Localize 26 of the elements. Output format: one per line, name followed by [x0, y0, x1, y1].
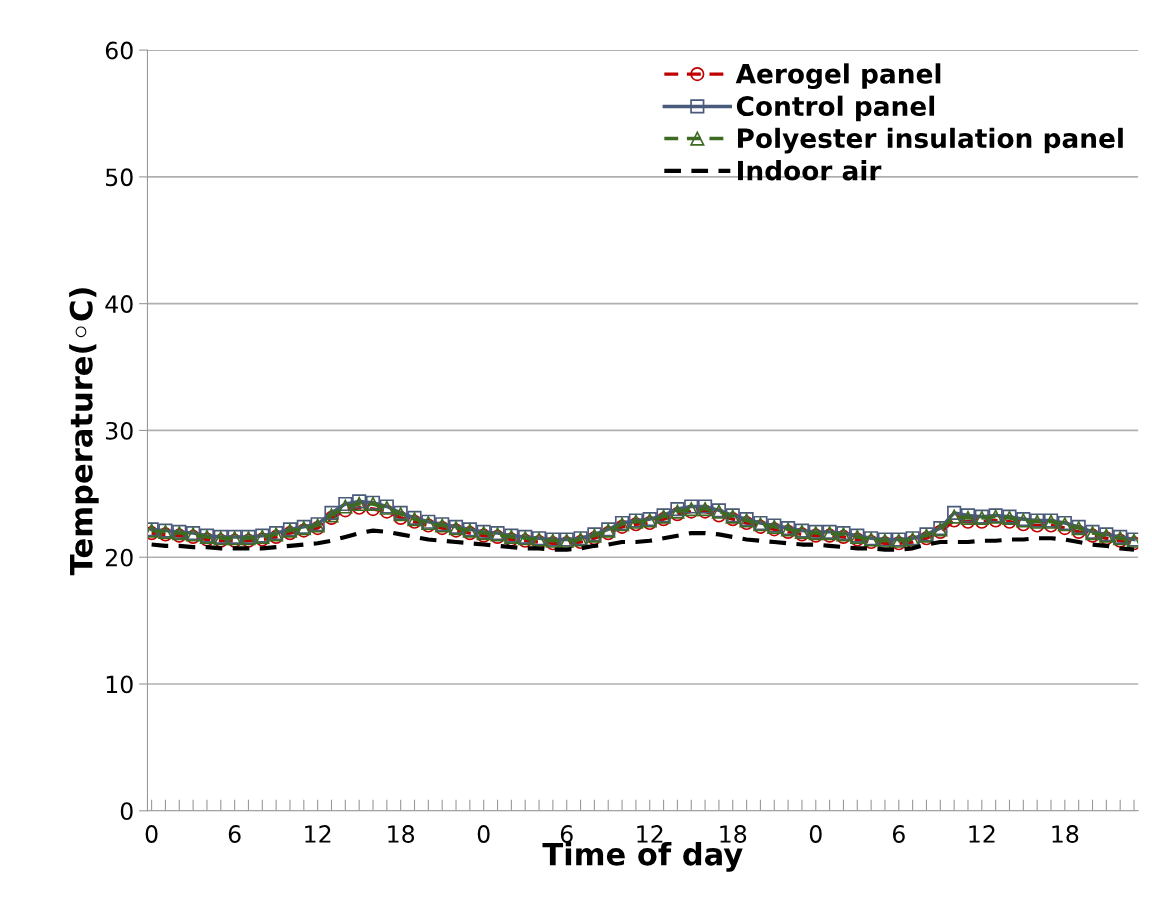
x-tick-label: 0 [145, 825, 158, 843]
y-tick-label: 30 [106, 421, 133, 440]
x-tick-label: 18 [1052, 825, 1079, 843]
x-tick-label: 18 [388, 825, 415, 843]
x-tick-label: 18 [720, 825, 747, 843]
legend-label: Indoor air [738, 160, 882, 181]
y-tick-label: 40 [105, 295, 133, 313]
legend-label: Control panel [736, 95, 935, 122]
x-tick-label: 12 [305, 825, 331, 843]
x-tick-label: 6 [560, 825, 573, 843]
x-tick-label: 0 [809, 825, 822, 843]
y-tick-label: 0 [120, 802, 133, 821]
y-axis-title: Temperature(◦C) [69, 288, 99, 576]
x-tick-label: 12 [637, 825, 663, 843]
x-axis-title: Time of day [542, 841, 743, 872]
x-tick-label: 6 [228, 825, 241, 843]
line-series [149, 528, 1137, 552]
y-tick-label: 50 [106, 168, 133, 187]
x-tick-label: 6 [892, 825, 905, 843]
legend-label: Polyester insulation panel [738, 127, 1123, 154]
legend-label: Aerogel panel [735, 63, 941, 90]
x-tick-label: 12 [969, 825, 995, 843]
x-tick-label: 0 [477, 825, 490, 843]
y-tick-label: 20 [105, 548, 133, 567]
y-tick-label: 10 [106, 675, 133, 694]
y-tick-label: 60 [105, 41, 133, 60]
